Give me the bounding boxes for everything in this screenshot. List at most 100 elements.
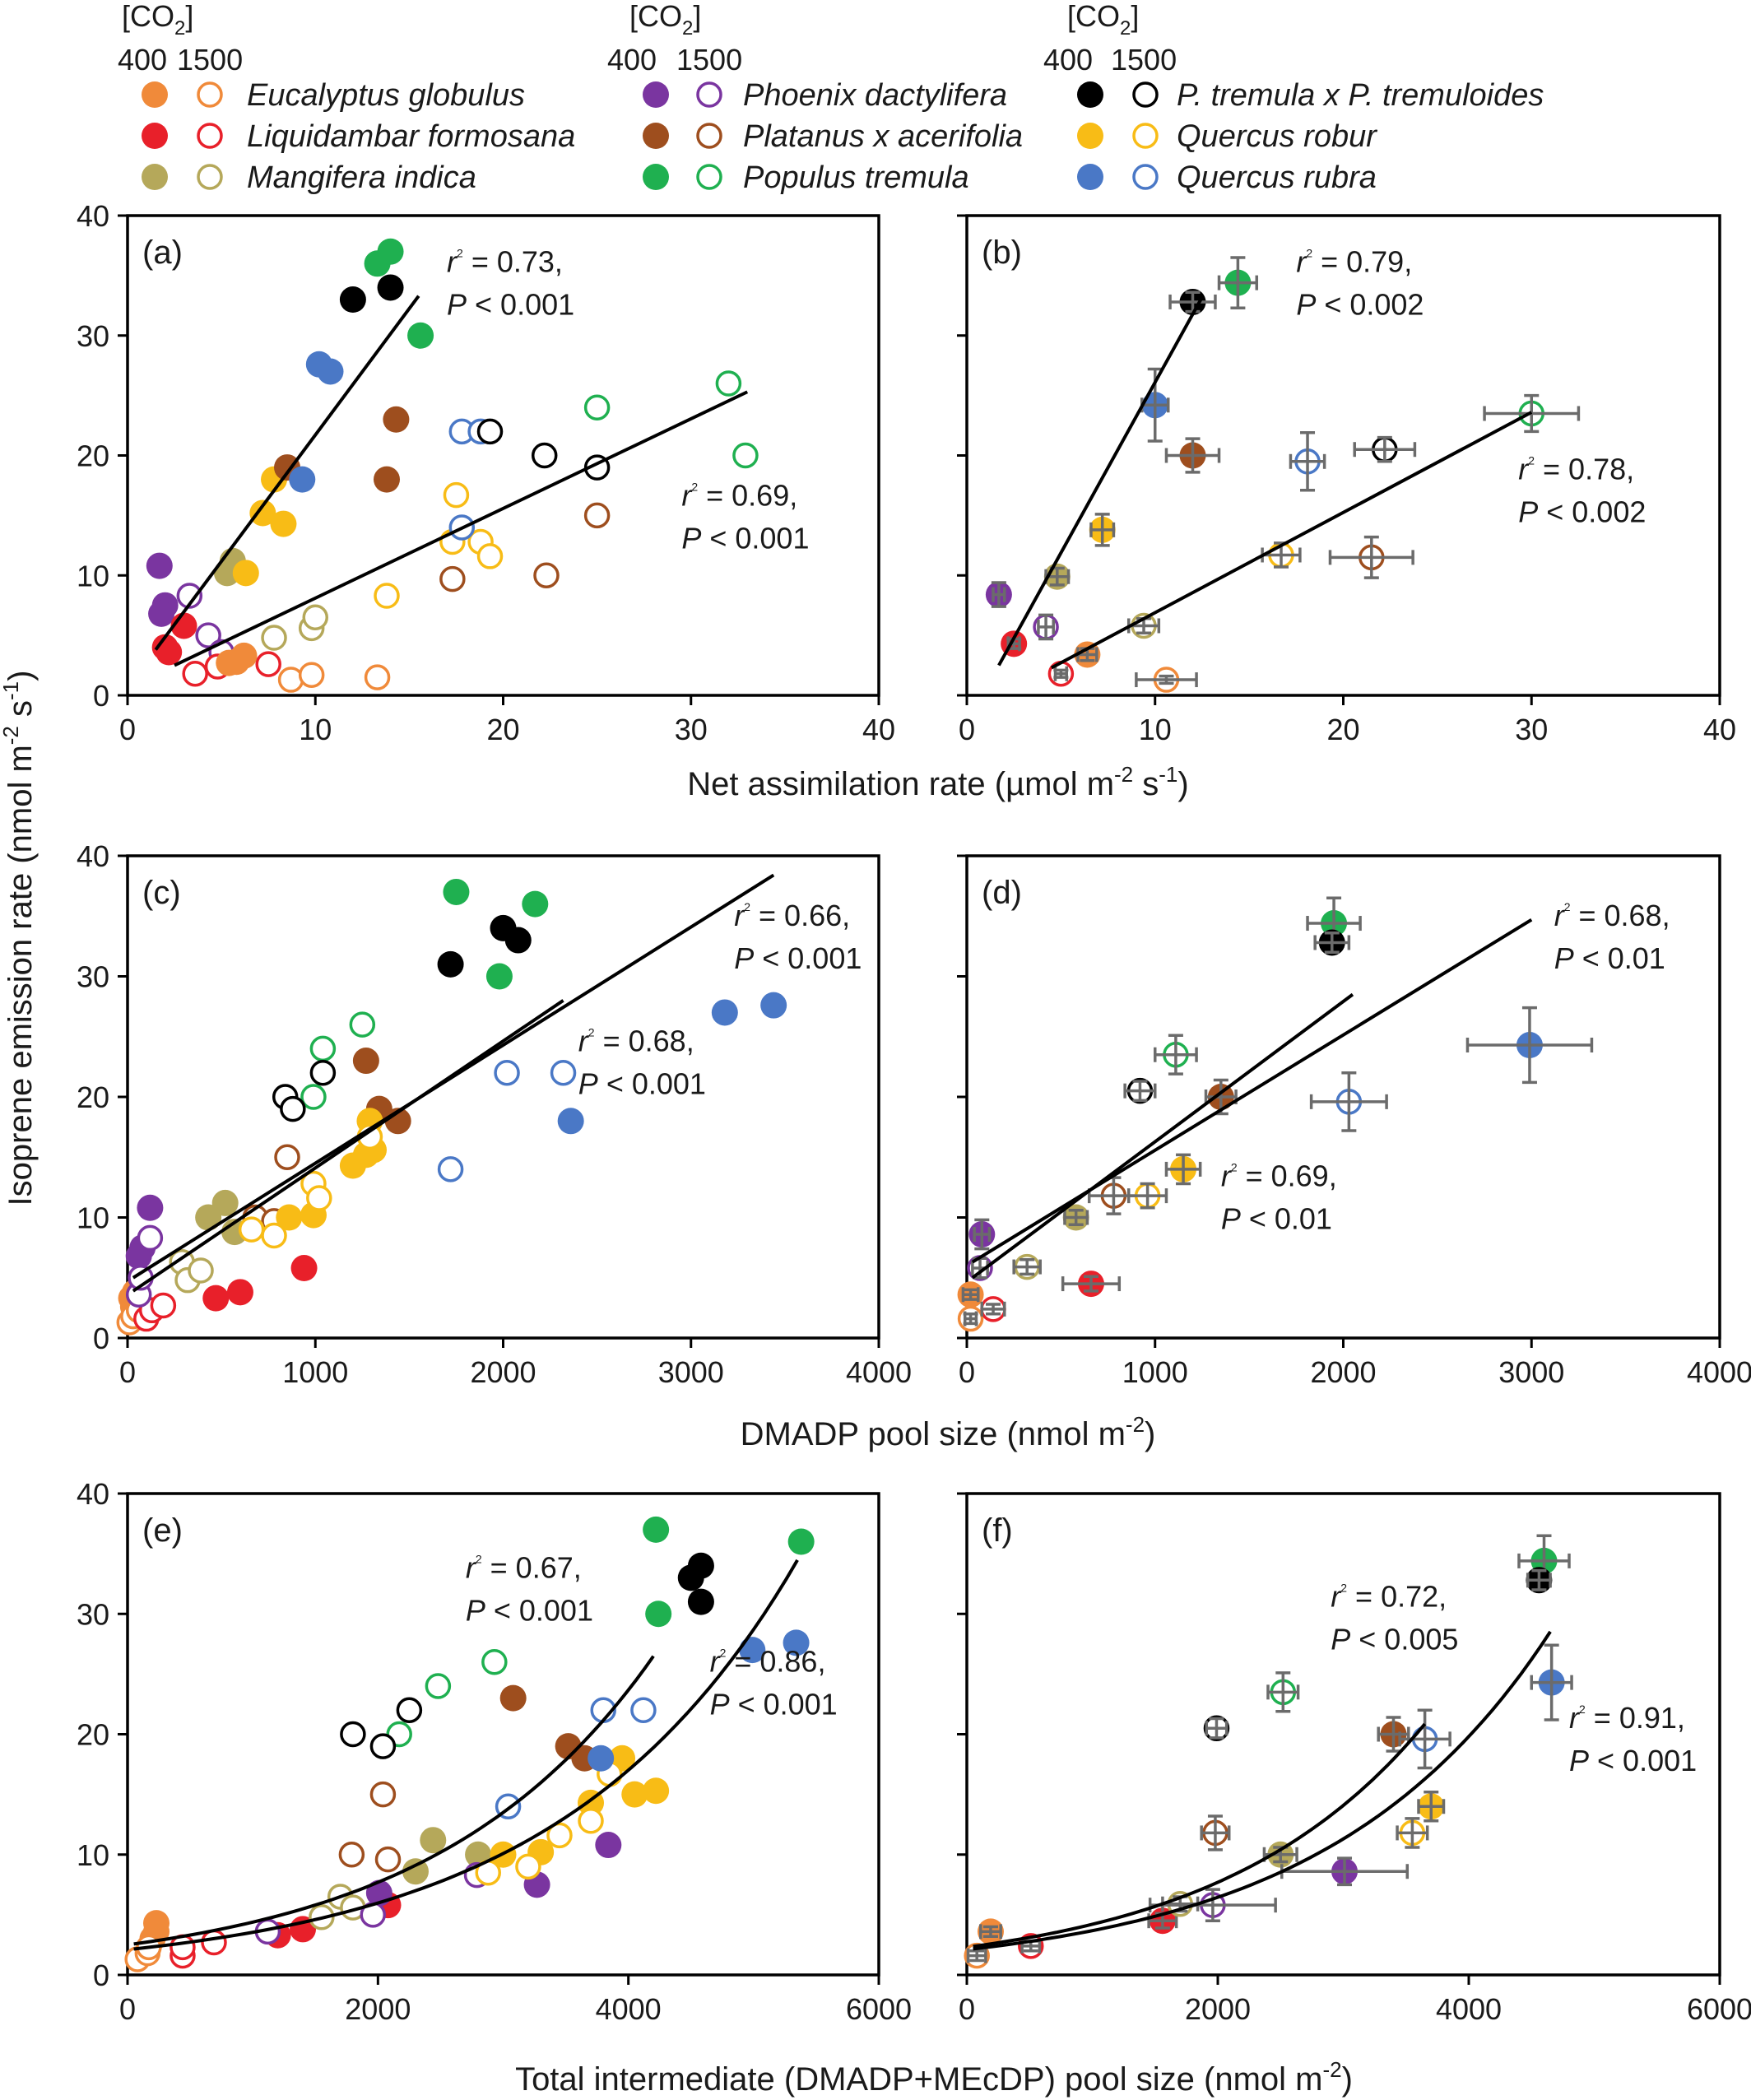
error-bar (1205, 1717, 1228, 1740)
data-point (369, 1781, 397, 1808)
x-tick-label: 0 (119, 1355, 136, 1389)
svg-text:Quercus robur: Quercus robur (1177, 119, 1377, 154)
data-point (1530, 1643, 1573, 1721)
fit-line (132, 999, 564, 1293)
error-bar (1353, 435, 1417, 463)
data-point (531, 442, 558, 469)
y-tick-label: 40 (77, 199, 109, 233)
data-point (137, 1224, 164, 1252)
panel-label: (b) (982, 235, 1022, 271)
data-point (964, 1942, 990, 1969)
data-point (309, 1059, 337, 1086)
svg-text:r2 = 0.79,: r2 = 0.79, (1296, 245, 1412, 279)
fit-annotation: r2 = 0.66, P < 0.001 (734, 899, 862, 975)
legend: [CO2] 400 1500 [CO2] 400 1500 [CO2] 400 … (118, 0, 1544, 195)
data-point (1266, 1671, 1300, 1713)
svg-text:r2 = 0.86,: r2 = 0.86, (710, 1644, 826, 1678)
svg-text:r2 = 0.68,: r2 = 0.68, (1554, 899, 1670, 932)
x-tick-label: 1000 (282, 1355, 348, 1389)
data-point (1313, 929, 1351, 956)
x-tick-label: 40 (862, 713, 895, 746)
data-point (302, 604, 328, 631)
y-axis-title: Isoprene emission rate (nmol m-2 s-1) (0, 671, 39, 1206)
data-point (621, 1781, 648, 1808)
data-point (290, 1255, 318, 1282)
panel-label: (d) (982, 875, 1022, 911)
svg-text:Platanus x acerifolia: Platanus x acerifolia (743, 119, 1023, 154)
x-tick-label: 0 (119, 713, 136, 746)
data-point (985, 581, 1012, 608)
x-tick-label: 30 (1515, 713, 1548, 746)
y-tick-label: 10 (77, 559, 109, 592)
data-point (476, 418, 504, 445)
legend-entry-quercus-rubra: Quercus rubra (1077, 160, 1377, 195)
legend-col-400-1: 400 (118, 43, 167, 77)
data-point (255, 651, 281, 677)
error-bar (1053, 666, 1069, 681)
y-tick-label: 20 (77, 1718, 109, 1752)
error-bar (973, 1218, 992, 1251)
data-point (349, 1011, 376, 1038)
x-tick-label: 30 (675, 713, 708, 746)
data-point (340, 1721, 366, 1748)
error-bar (1313, 932, 1351, 954)
x-tick-label: 1000 (1122, 1355, 1188, 1389)
data-point (195, 1204, 222, 1231)
y-tick-label: 0 (93, 679, 109, 713)
legend-col-1500-1: 1500 (177, 43, 243, 77)
data-point (499, 1684, 527, 1712)
panel-label: (a) (142, 235, 183, 271)
x-tick-label: 20 (486, 713, 519, 746)
data-point (1123, 1077, 1157, 1104)
data-point (550, 1059, 577, 1086)
data-point (374, 583, 400, 609)
data-point (176, 583, 203, 609)
x-tick-label: 20 (1326, 713, 1359, 746)
data-point (274, 1144, 300, 1170)
error-bar (1306, 896, 1362, 950)
data-point (476, 543, 504, 569)
data-point (1280, 1856, 1410, 1887)
fit-annotation: r2 = 0.69, P < 0.01 (1221, 1159, 1337, 1235)
data-point (437, 950, 464, 978)
svg-text:r2 = 0.73,: r2 = 0.73, (447, 245, 563, 279)
data-point (280, 1095, 306, 1122)
data-point (182, 661, 208, 687)
fit-annotation: r2 = 0.68, P < 0.001 (578, 1024, 706, 1100)
data-point (213, 560, 240, 587)
svg-text:P < 0.001: P < 0.001 (578, 1066, 706, 1100)
y-tick-label: 30 (77, 319, 109, 353)
x-tick-label: 10 (299, 713, 332, 746)
fit-line (971, 992, 1354, 1280)
data-point (261, 1222, 287, 1249)
x-tick-label: 4000 (1687, 1355, 1751, 1389)
data-point (270, 510, 297, 537)
svg-text:P < 0.001: P < 0.001 (734, 941, 862, 975)
fit-annotation: r2 = 0.69, P < 0.001 (681, 479, 809, 555)
svg-text:P < 0.001: P < 0.001 (681, 522, 809, 555)
data-point (309, 1035, 337, 1062)
error-bar (1089, 513, 1116, 547)
error-bar (1398, 1708, 1451, 1770)
x-tick-label: 0 (959, 713, 975, 746)
data-point (216, 649, 243, 676)
svg-text:r2 = 0.69,: r2 = 0.69, (681, 479, 797, 513)
y-tick-label: 30 (77, 1597, 109, 1631)
data-point (374, 1846, 402, 1873)
data-point (137, 1194, 164, 1221)
legend-entry-quercus-robur: Quercus robur (1077, 119, 1377, 154)
legend-co2-header-1: [CO2] (122, 0, 193, 39)
data-point (595, 1832, 622, 1859)
error-bar (961, 1287, 980, 1303)
data-point (261, 625, 287, 651)
x-axis-title-cd: DMADP pool size (nmol m-2) (741, 1412, 1156, 1452)
data-point (1396, 1817, 1429, 1849)
fit-annotation: r2 = 0.68, P < 0.01 (1554, 899, 1670, 975)
error-bar (1417, 1790, 1446, 1823)
error-bar (963, 1311, 978, 1326)
data-point (980, 1296, 1006, 1322)
data-point (1074, 641, 1101, 668)
fit-line (154, 295, 420, 651)
fit-annotation: r2 = 0.72, P < 0.005 (1331, 1579, 1458, 1656)
x-tick-label: 4000 (1436, 1992, 1502, 2026)
